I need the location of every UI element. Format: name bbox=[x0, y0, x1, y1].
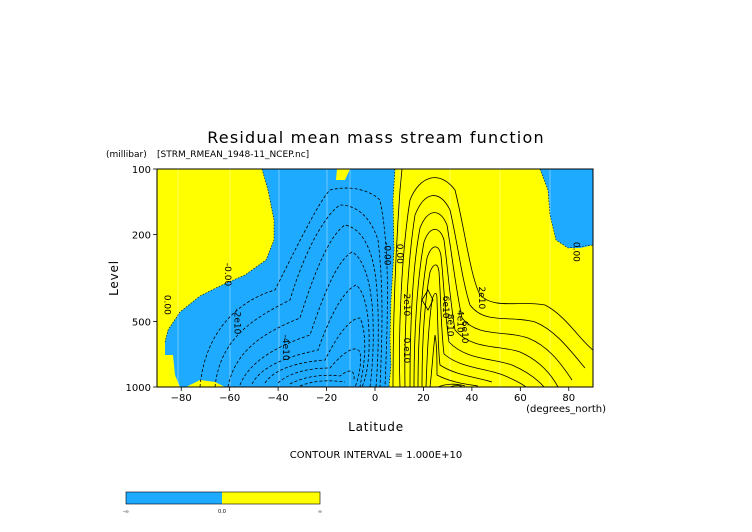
y-axis: 100 200 500 1000 bbox=[126, 165, 157, 394]
contour-label: -2e10 bbox=[232, 308, 242, 334]
y-unit-label: (millibar) bbox=[106, 150, 147, 160]
x-tick-label: 0 bbox=[372, 393, 378, 404]
contour-label: -0.00 bbox=[222, 263, 232, 287]
colorbar-frame bbox=[125, 491, 321, 505]
colorbar-label-zero: 0.0 bbox=[218, 509, 226, 515]
y-tick-label: 200 bbox=[132, 231, 151, 242]
plot-area: 0.00-0.00-2e10-4e10-0.00 0.002e100.e106e1… bbox=[157, 169, 593, 387]
positive-fill-northern bbox=[389, 169, 593, 387]
chart-title: Residual mean mass stream function bbox=[207, 128, 545, 147]
x-tick-label: 40 bbox=[466, 393, 479, 404]
contour-label: 6e10 bbox=[440, 296, 450, 319]
x-tick-label: −80 bbox=[171, 393, 192, 404]
positive-fill-upper-patch bbox=[336, 169, 350, 180]
contour-label: 0.00 bbox=[161, 295, 171, 315]
chart-subtitle: [STRM_RMEAN_1948-11_NCEP.nc] bbox=[157, 150, 309, 160]
x-tick-label: 20 bbox=[417, 393, 430, 404]
contour-label: 0.00 bbox=[394, 244, 404, 264]
x-unit-label: (degrees_north) bbox=[526, 404, 606, 415]
x-axis-label: Latitude bbox=[348, 420, 404, 434]
x-tick-label: −20 bbox=[316, 393, 337, 404]
y-axis-label: Level bbox=[107, 260, 121, 296]
contour-label: 0.e10 bbox=[401, 338, 411, 364]
zero-contours bbox=[164, 169, 593, 387]
y-tick-label: 500 bbox=[132, 317, 151, 328]
positive-fill-northern-strip bbox=[585, 365, 593, 387]
x-tick-label: 60 bbox=[514, 393, 527, 404]
positive-contours bbox=[392, 169, 593, 387]
colorbar-negative bbox=[126, 492, 222, 504]
colorbar-positive bbox=[222, 492, 320, 504]
contour-label: 6e10 bbox=[459, 321, 469, 344]
x-tick-label: −60 bbox=[219, 393, 240, 404]
x-tick-label: 80 bbox=[562, 393, 575, 404]
colorbar: -∞ 0.0 ∞ bbox=[123, 491, 322, 515]
contour-interval-text: CONTOUR INTERVAL = 1.000E+10 bbox=[290, 450, 462, 461]
x-tick-label: −40 bbox=[268, 393, 289, 404]
colorbar-label-max: ∞ bbox=[318, 509, 322, 515]
colorbar-label-min: -∞ bbox=[123, 509, 129, 515]
positive-fill-southern-upper bbox=[157, 169, 274, 387]
negative-contours bbox=[199, 187, 388, 387]
contour-label: -4e10 bbox=[280, 335, 290, 361]
contour-label: 2e10 bbox=[401, 294, 411, 317]
contour-label: 8e10 bbox=[445, 314, 455, 337]
contour-label: -0.00 bbox=[382, 242, 392, 266]
gridlines bbox=[177, 169, 551, 387]
contour-labels: 0.00-0.00-2e10-4e10-0.00 0.002e100.e106e1… bbox=[161, 242, 580, 364]
contour-label: 4e10 bbox=[454, 310, 464, 333]
x-axis: −80 −60 −40 −20 0 20 40 60 80 bbox=[171, 387, 575, 404]
y-tick-label: 100 bbox=[132, 165, 151, 176]
y-tick-label: 1000 bbox=[126, 383, 151, 394]
contour-label: 2e10 bbox=[476, 286, 486, 309]
contour-label: 0.00 bbox=[571, 242, 581, 262]
